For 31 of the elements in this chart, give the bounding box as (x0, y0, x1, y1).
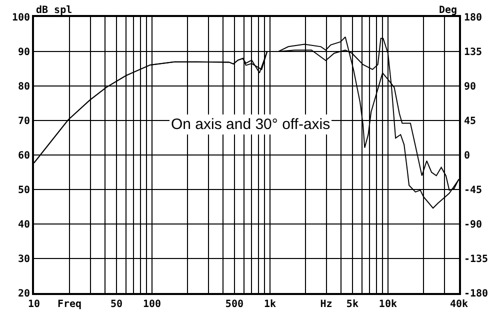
y-tick-label: 90 (18, 47, 30, 58)
y-tick-label: 60 (18, 150, 30, 162)
x-tick-label: 50 (110, 299, 122, 310)
x-tick-label: 10k (378, 299, 397, 310)
y-tick-label: 100 (12, 12, 30, 24)
y2-tick-label: 135 (464, 47, 482, 58)
y2-axis-title: Deg (439, 5, 458, 16)
y2-tick-label: 90 (464, 82, 476, 92)
x-tick-label: Hz (320, 299, 332, 310)
y-tick-label: 70 (18, 116, 30, 127)
y2-tick-label: 0 (464, 150, 470, 162)
x-tick-label: 500 (225, 299, 244, 310)
x-tick-label: 10 (28, 299, 40, 310)
y2-tick-label: 180 (464, 12, 482, 24)
y-tick-label: 50 (18, 185, 30, 196)
x-tick-label: 5k (346, 299, 358, 310)
y-tick-label: 20 (18, 288, 30, 300)
y-tick-label: 40 (18, 220, 30, 230)
x-tick-label: 40k (450, 299, 468, 310)
x-tick-label: 1k (264, 299, 276, 310)
y2-tick-label: -90 (464, 220, 482, 230)
x-tick-label: 100 (142, 299, 162, 310)
y-axis-title: dB spl (36, 5, 72, 16)
y-tick-label: 80 (18, 82, 30, 92)
annotation: On axis and 30° off-axis (171, 116, 330, 133)
x-tick-label: Freq (57, 299, 82, 310)
y2-tick-label: -45 (464, 185, 482, 196)
y2-tick-label: -180 (464, 288, 488, 300)
y-tick-label: 30 (18, 254, 30, 265)
y2-tick-label: 45 (464, 116, 476, 127)
y2-tick-label: -135 (464, 254, 488, 265)
